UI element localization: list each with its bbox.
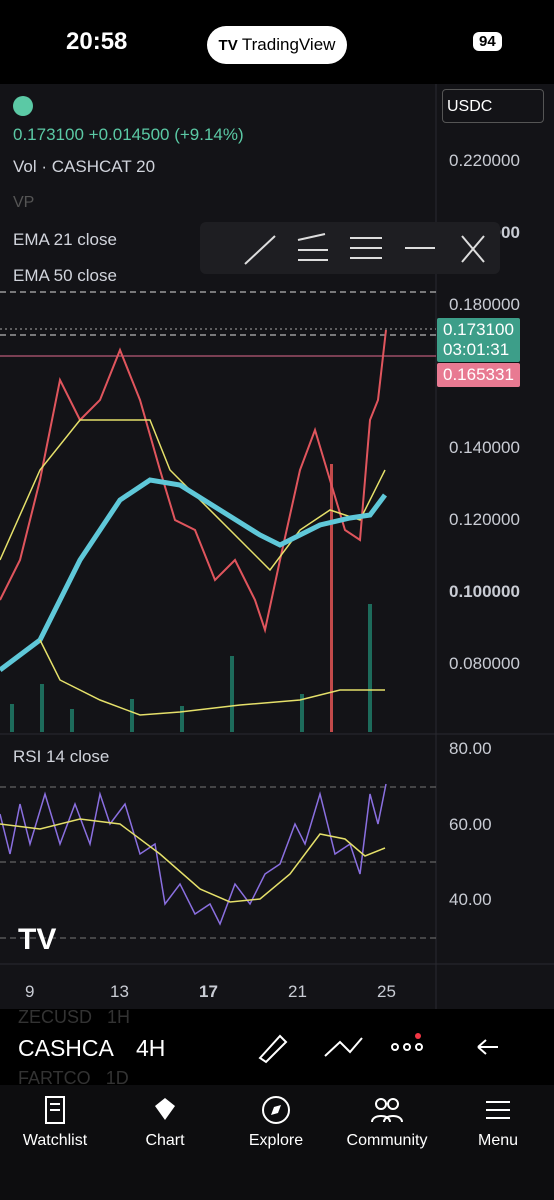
currency-select[interactable]: USDC — [442, 89, 544, 123]
vp-label[interactable]: VP — [13, 194, 35, 211]
clock: 20:58 — [66, 28, 128, 55]
tab-bar — [0, 1085, 554, 1200]
rsi-ma — [0, 818, 386, 903]
quote-change: +0.014500 (+9.14%) — [88, 125, 244, 144]
app-pill: TV TradingView — [207, 26, 347, 64]
quote-price: 0.173100 — [13, 125, 84, 144]
current-symbol[interactable]: CASHCA — [18, 1035, 114, 1061]
price-tick: 0.100000 — [449, 582, 520, 601]
symbol-above[interactable]: ZECUSD 1H — [18, 1007, 130, 1028]
interval: 1H — [107, 1007, 131, 1027]
ema21-label[interactable]: EMA 21 close — [13, 230, 117, 249]
last-price-badge: 0.173100 03:01:31 — [437, 318, 520, 362]
rsi-line — [0, 783, 387, 926]
time-tick: 13 — [110, 982, 129, 1001]
symbol-below[interactable]: FARTCO 1D — [18, 1068, 129, 1089]
ema50 — [0, 477, 387, 672]
rsi-label[interactable]: RSI 14 close — [13, 747, 110, 766]
volume-label[interactable]: Vol · CASHCAT 20 — [13, 157, 156, 176]
ema50-label[interactable]: EMA 50 close — [13, 266, 117, 285]
time-tick: 25 — [377, 982, 396, 1001]
time-tick: 21 — [288, 982, 307, 1001]
price-tick: 0.120000 — [449, 510, 520, 529]
rsi-tick: 60.00 — [449, 815, 492, 834]
nav-label: Menu — [477, 1132, 519, 1149]
volume — [10, 464, 372, 732]
time-tick: 9 — [25, 982, 35, 1001]
drawing-toolbar — [200, 222, 500, 274]
last-price: 0.173100 — [443, 320, 514, 339]
nav-label: Chart — [145, 1132, 185, 1149]
nav-tab[interactable]: Menu — [443, 1094, 553, 1150]
interval: 1D — [105, 1068, 129, 1088]
quote: 0.173100 +0.014500 (+9.14%) — [13, 125, 244, 145]
nav-tab[interactable]: Community — [332, 1094, 442, 1150]
current-interval[interactable]: 4H — [136, 1035, 166, 1061]
battery: 94 — [473, 32, 502, 51]
price-tick: 0.080000 — [449, 654, 520, 673]
nav-tab[interactable]: Explore — [221, 1094, 331, 1150]
tool-icons[interactable] — [250, 1030, 554, 1064]
volume-ma — [39, 639, 385, 716]
line-price-badge: 0.165331 — [437, 363, 520, 387]
symbol: ZECUSD — [18, 1007, 93, 1027]
nav-label: Watchlist — [22, 1132, 88, 1149]
price-path — [0, 329, 387, 634]
nav-tab[interactable]: Watchlist — [0, 1094, 110, 1150]
nav-tab[interactable]: Chart — [110, 1094, 220, 1150]
nav-label: Community — [346, 1132, 428, 1149]
app-name: TradingView — [241, 35, 336, 54]
nav-label: Explore — [248, 1132, 304, 1149]
price-tick: 0.140000 — [449, 438, 520, 457]
status-dot — [13, 96, 33, 116]
symbol: FARTCO — [18, 1068, 91, 1088]
tv-logo: TV — [18, 923, 56, 956]
price-tick: 0.220000 — [449, 151, 520, 170]
toolbar-icons[interactable] — [200, 222, 500, 274]
rsi-tick: 40.00 — [449, 890, 492, 909]
price-tick: 0.180000 — [449, 295, 520, 314]
rsi-tick: 80.00 — [449, 739, 492, 758]
time-tick: 17 — [199, 982, 218, 1001]
countdown: 03:01:31 — [443, 340, 510, 359]
